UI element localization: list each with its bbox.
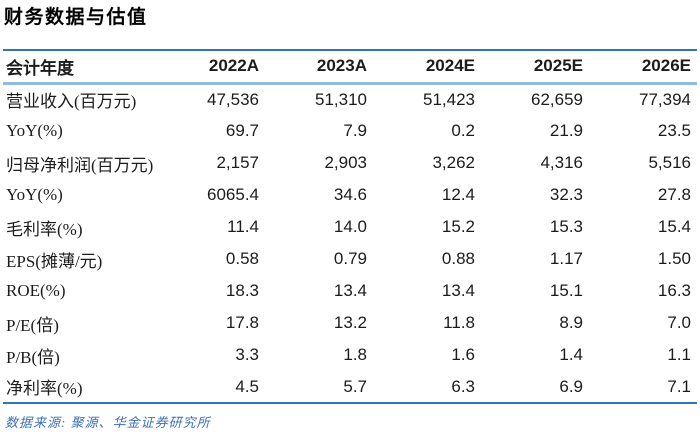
cell-value: 2,157 (216, 153, 259, 172)
cell-value: 14.0 (333, 217, 367, 236)
header-cell-2026e: 2026E (589, 49, 697, 85)
cell-value: 16.3 (657, 281, 691, 300)
cell-value: 15.3 (549, 217, 583, 236)
row-label: EPS(摊薄/元) (6, 251, 103, 271)
cell-value: 7.1 (589, 371, 697, 404)
row-label: 归母净利润(百万元) (6, 155, 154, 175)
cell-value: 18.3 (225, 281, 259, 300)
page-title: 财务数据与估值 (4, 7, 148, 28)
cell-value: 3,262 (432, 153, 475, 172)
table-row: P/E(倍) 17.8 13.2 11.8 8.9 7.0 (3, 307, 697, 339)
data-source-note: 数据来源: 聚源、华金证券研究所 (5, 415, 211, 430)
cell-value: 1.17 (549, 249, 583, 268)
cell-value: 69.7 (225, 121, 259, 140)
cell-value: 1.4 (559, 345, 583, 364)
table-row: YoY(%) 69.7 7.9 0.2 21.9 23.5 (3, 115, 697, 147)
cell-value: 17.8 (225, 313, 259, 332)
cell-value: 15.2 (441, 217, 475, 236)
cell-value: 11.4 (227, 217, 259, 236)
table-body: 营业收入(百万元) 47,536 51,310 51,423 62,659 77… (3, 83, 697, 404)
row-label: YoY(%) (6, 121, 63, 140)
row-label: 净利率(%) (3, 371, 157, 404)
cell-value: 8.9 (559, 313, 583, 332)
cell-value: 21.9 (549, 121, 583, 140)
cell-value: 4.5 (157, 371, 265, 404)
cell-value: 34.6 (333, 185, 367, 204)
cell-value: 27.8 (657, 185, 691, 204)
header-cell-2024e: 2024E (373, 49, 481, 85)
cell-value: 12.4 (441, 185, 475, 204)
row-label: ROE(%) (6, 281, 66, 300)
table-row: EPS(摊薄/元) 0.58 0.79 0.88 1.17 1.50 (3, 243, 697, 275)
row-label: YoY(%) (6, 185, 63, 204)
header-cell-2025e: 2025E (481, 49, 589, 85)
cell-value: 13.4 (441, 281, 475, 300)
table-row: 营业收入(百万元) 47,536 51,310 51,423 62,659 77… (3, 83, 697, 115)
cell-value: 32.3 (549, 185, 583, 204)
cell-value: 2,903 (324, 153, 367, 172)
cell-value: 0.58 (225, 249, 259, 268)
header-cell-2022a: 2022A (157, 49, 265, 85)
table-row: 归母净利润(百万元) 2,157 2,903 3,262 4,316 5,516 (3, 147, 697, 179)
row-label: 毛利率(%) (6, 219, 83, 239)
cell-value: 23.5 (657, 121, 691, 140)
cell-value: 0.79 (333, 249, 367, 268)
cell-value: 7.0 (667, 313, 691, 332)
cell-value: 6.9 (481, 371, 589, 404)
table-row: 净利率(%) 4.5 5.7 6.3 6.9 7.1 (3, 371, 697, 404)
table-header-row: 会计年度 2022A 2023A 2024E 2025E 2026E (3, 49, 697, 85)
cell-value: 47,536 (207, 89, 259, 109)
row-label: P/E(倍) (6, 315, 59, 335)
cell-value: 0.88 (441, 249, 475, 268)
cell-value: 77,394 (639, 89, 691, 109)
cell-value: 13.2 (333, 313, 367, 332)
financial-table: 会计年度 2022A 2023A 2024E 2025E 2026E 营业收入(… (3, 49, 697, 404)
cell-value: 0.2 (451, 121, 475, 140)
cell-value: 7.9 (343, 121, 367, 140)
cell-value: 11.8 (443, 313, 475, 332)
row-label: 营业收入(百万元) (6, 92, 137, 112)
cell-value: 5.7 (265, 371, 373, 404)
cell-value: 1.8 (343, 345, 367, 364)
cell-value: 1.50 (657, 249, 691, 268)
table-row: ROE(%) 18.3 13.4 13.4 15.1 16.3 (3, 275, 697, 307)
cell-value: 6065.4 (207, 185, 259, 204)
table-row: P/B(倍) 3.3 1.8 1.6 1.4 1.1 (3, 339, 697, 371)
cell-value: 1.1 (667, 345, 691, 364)
cell-value: 1.6 (451, 345, 475, 364)
row-label: P/B(倍) (6, 347, 60, 367)
cell-value: 15.4 (657, 217, 691, 236)
cell-value: 15.1 (549, 281, 583, 300)
header-cell-2023a: 2023A (265, 49, 373, 85)
cell-value: 51,310 (315, 89, 367, 109)
cell-value: 4,316 (540, 153, 583, 172)
cell-value: 13.4 (333, 281, 367, 300)
cell-value: 3.3 (235, 345, 259, 364)
cell-value: 51,423 (423, 89, 475, 109)
cell-value: 5,516 (648, 153, 691, 172)
header-cell-fiscal-year: 会计年度 (3, 49, 157, 85)
table-row: YoY(%) 6065.4 34.6 12.4 32.3 27.8 (3, 179, 697, 211)
cell-value: 6.3 (373, 371, 481, 404)
cell-value: 62,659 (531, 89, 583, 109)
table-row: 毛利率(%) 11.4 14.0 15.2 15.3 15.4 (3, 211, 697, 243)
